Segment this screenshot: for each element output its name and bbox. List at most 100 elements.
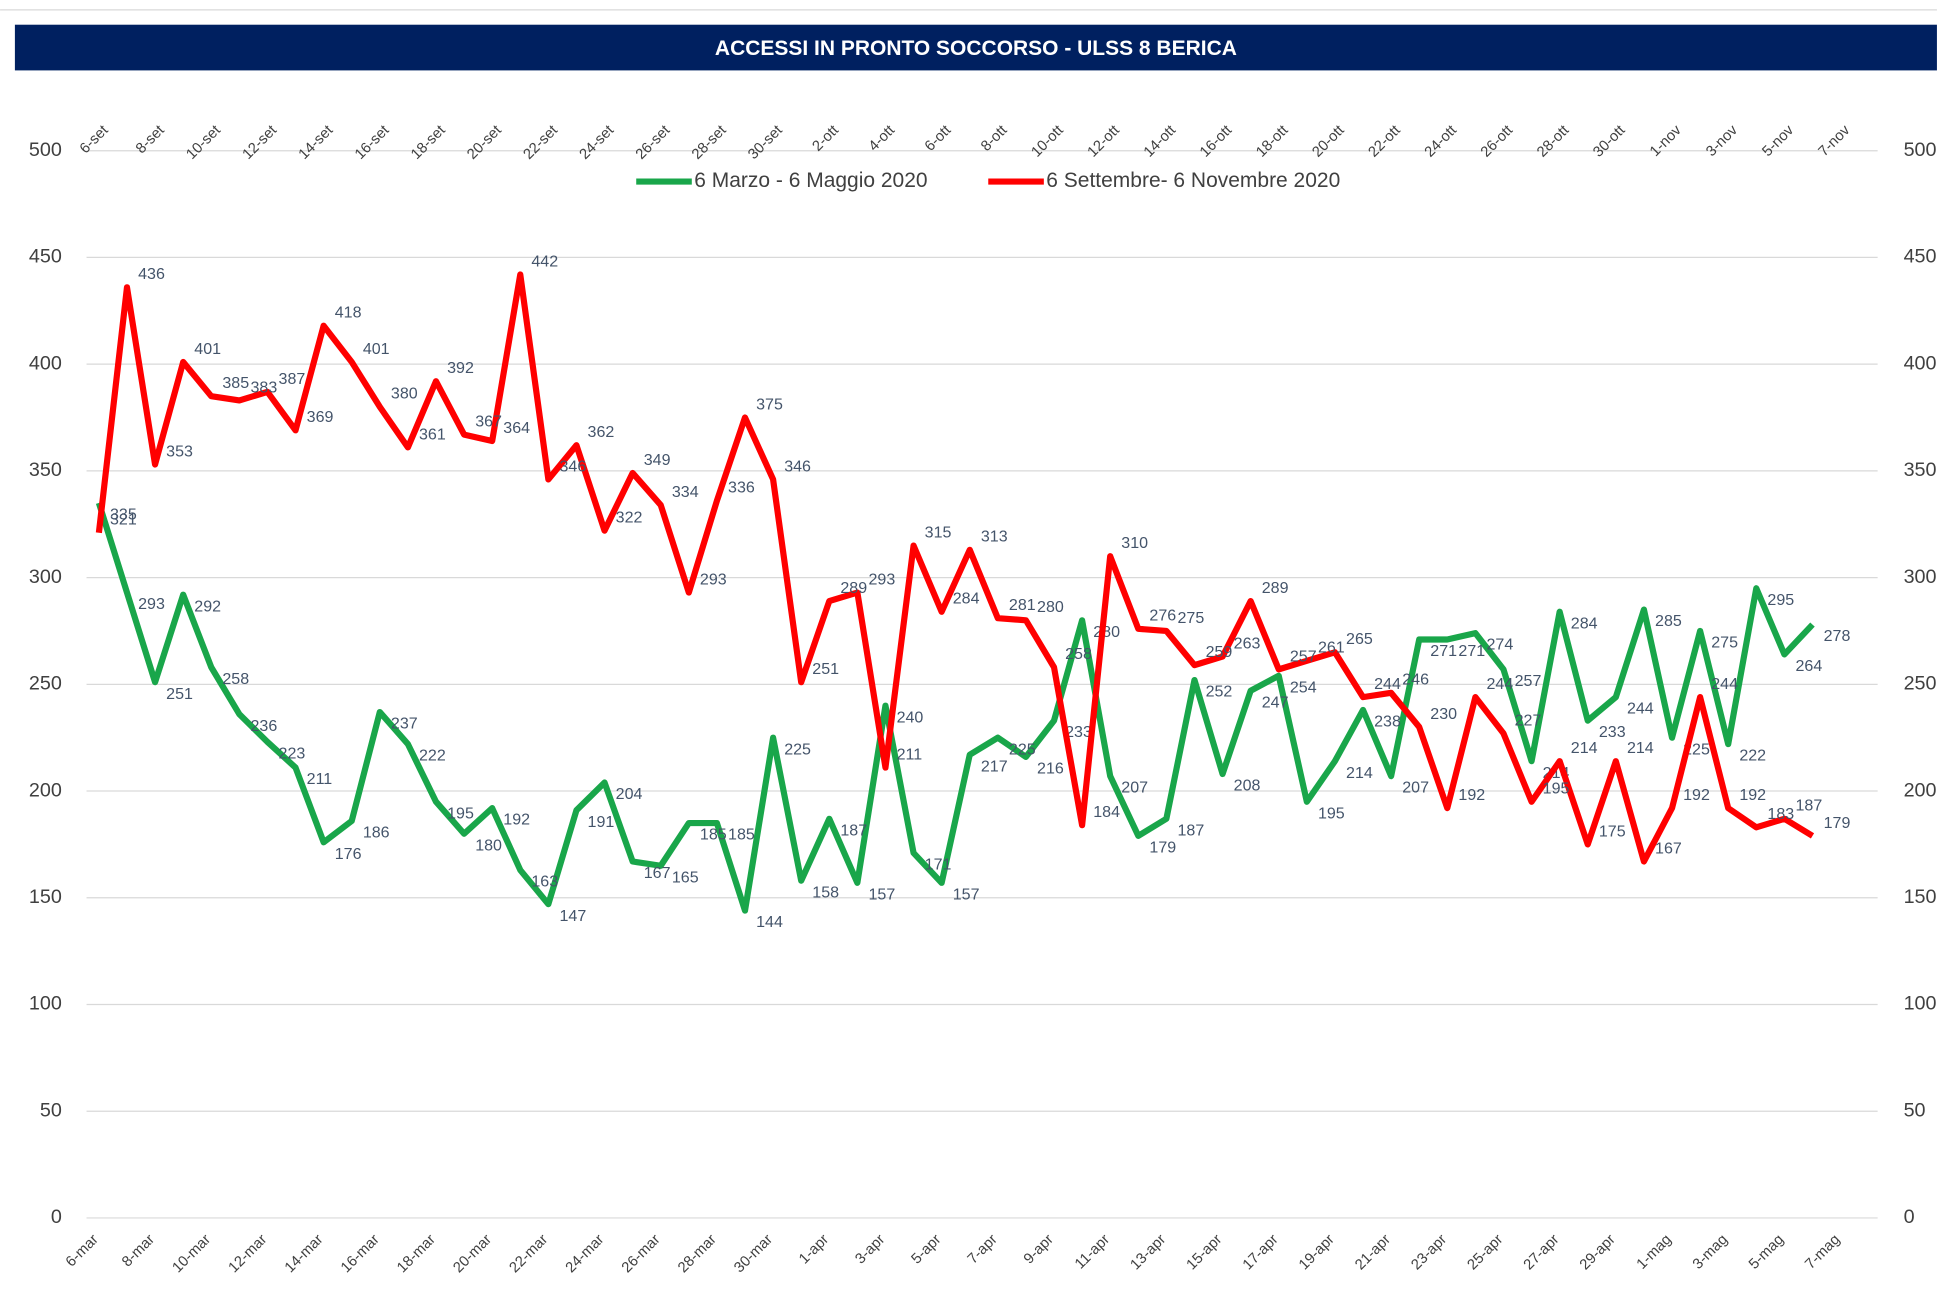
x-tick-label: 12-mar [226,1232,271,1277]
x2-tick-label: 24-ott [1422,122,1460,160]
data-label: 276 [1149,607,1176,625]
data-label: 315 [925,523,952,541]
data-label: 293 [700,570,727,588]
data-label: 192 [503,811,530,829]
data-label: 244 [1487,675,1514,693]
data-label: 214 [1627,739,1654,757]
data-label: 195 [1318,804,1345,822]
title-bar [14,24,1937,71]
y2-tick-label: 50 [1904,1099,1926,1121]
x2-tick-label: 1-nov [1647,122,1685,160]
data-label: 185 [700,826,727,844]
data-label: 144 [756,913,783,931]
y2-tick-label: 0 [1904,1206,1915,1228]
data-label: 442 [531,252,558,270]
data-label: 185 [728,826,755,844]
data-label: 233 [1599,723,1626,741]
x-tick-label: 16-mar [338,1232,383,1277]
data-label: 187 [840,821,867,839]
y2-tick-label: 150 [1904,886,1937,908]
data-label: 222 [419,747,446,765]
data-label: 258 [222,670,249,688]
x-tick-label: 30-mar [731,1232,776,1277]
data-label: 222 [1739,747,1766,765]
x2-tick-label: 16-set [352,122,392,162]
data-label: 375 [756,395,783,413]
x-tick-label: 5-apr [909,1232,945,1268]
data-label: 230 [1430,705,1457,723]
data-label: 335 [110,505,137,523]
data-label: 257 [1515,672,1542,690]
x2-tick-label: 28-ott [1534,122,1572,160]
y-tick-label: 500 [29,139,62,161]
data-label: 211 [307,770,333,788]
legend-label: 6 Settembre- 6 Novembre 2020 [1046,169,1340,192]
data-label: 233 [1065,723,1092,741]
x2-tick-label: 10-ott [1029,122,1067,160]
data-label: 167 [644,864,671,882]
data-label: 383 [250,378,277,396]
x-tick-label: 13-apr [1128,1232,1170,1274]
data-label: 175 [1599,822,1626,840]
data-label: 346 [784,457,811,475]
data-label: 252 [1206,683,1233,701]
data-label: 192 [1739,786,1766,804]
data-label: 216 [1037,759,1064,777]
data-label: 313 [981,528,1008,546]
data-label: 418 [335,304,362,322]
data-label: 436 [138,265,165,283]
data-label: 167 [1655,839,1682,857]
data-label: 247 [1262,693,1289,711]
data-label: 211 [897,745,923,763]
x-tick-label: 7-mag [1802,1232,1843,1273]
y-tick-label: 0 [51,1206,62,1228]
data-label: 322 [616,509,643,527]
x2-tick-label: 28-set [689,122,729,162]
data-label: 284 [1571,614,1598,632]
data-label: 274 [1487,636,1514,654]
x2-tick-label: 14-set [296,122,336,162]
data-label: 227 [1515,711,1542,729]
data-label: 265 [1346,630,1373,648]
data-label: 192 [1458,786,1485,804]
x-tick-label: 8-mar [119,1232,158,1271]
series-line [95,271,1815,865]
x-tick-label: 28-mar [675,1232,720,1277]
data-label: 251 [166,685,193,703]
x2-tick-label: 2-ott [810,122,842,154]
y2-tick-label: 300 [1904,566,1937,588]
data-label: 223 [279,745,306,763]
x-tick-label: 17-apr [1240,1232,1282,1274]
data-label: 284 [953,590,980,608]
data-label: 401 [363,340,390,358]
data-label: 186 [363,824,390,842]
data-label: 275 [1711,634,1738,652]
data-label: 183 [1767,805,1794,823]
data-label: 214 [1571,739,1598,757]
y-tick-label: 100 [29,993,62,1015]
y2-tick-label: 450 [1904,246,1937,268]
x2-tick-label: 16-ott [1197,122,1235,160]
x2-tick-label: 7-nov [1816,122,1854,160]
data-label: 244 [1627,700,1654,718]
x-tick-label: 23-apr [1409,1232,1451,1274]
data-label: 179 [1149,838,1176,856]
x2-tick-label: 30-set [745,122,785,162]
data-label: 280 [1037,598,1064,616]
x2-tick-label: 24-set [577,122,617,162]
data-label: 207 [1402,779,1429,797]
x2-tick-label: 3-nov [1703,122,1741,160]
data-label: 280 [1093,623,1120,641]
x-tick-label: 1-mag [1634,1232,1675,1273]
data-label: 257 [1290,647,1317,665]
x2-tick-label: 6-set [77,122,112,157]
data-label: 369 [307,408,334,426]
x-tick-label: 9-apr [1021,1232,1057,1268]
x2-tick-label: 8-set [133,122,168,157]
x-tick-label: 20-mar [451,1232,496,1277]
data-label: 157 [953,885,980,903]
y-tick-label: 50 [40,1099,62,1121]
x2-tick-label: 26-ott [1478,122,1516,160]
data-label: 165 [672,868,699,886]
x-tick-label: 10-mar [170,1232,215,1277]
